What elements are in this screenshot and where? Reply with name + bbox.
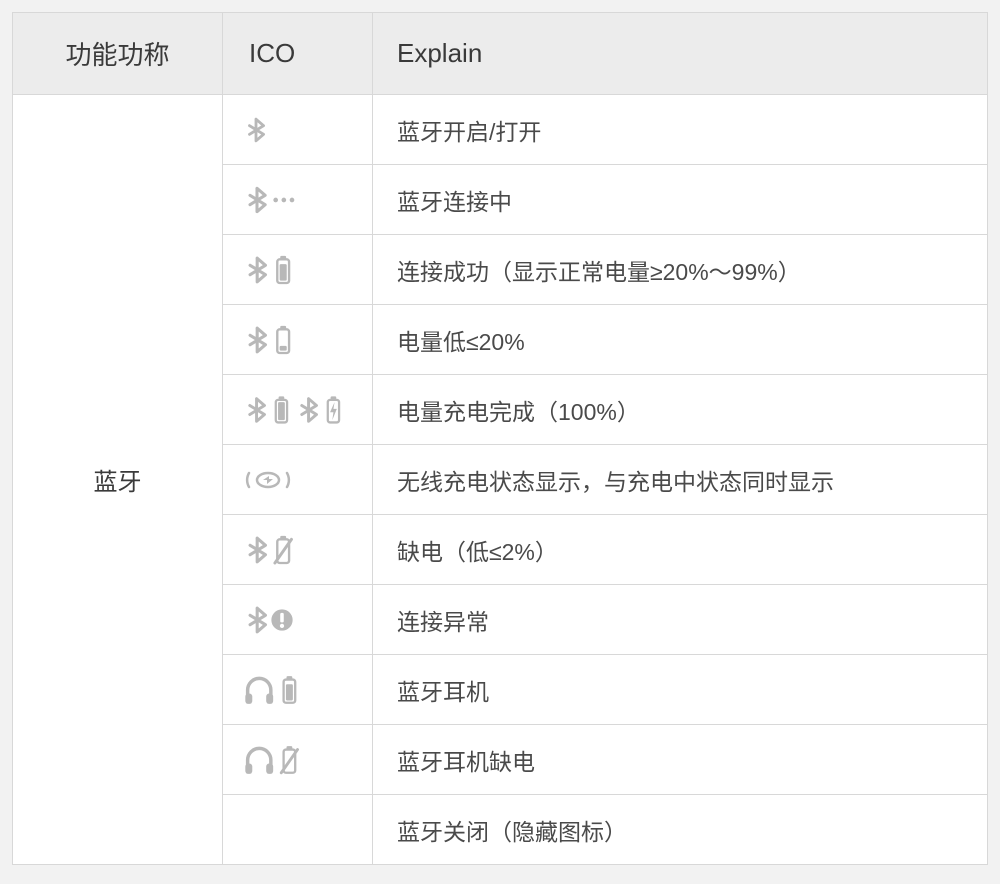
- explain-cell: 连接成功（显示正常电量≥20%～99%）: [373, 235, 988, 305]
- bluetooth-connecting-icon: [243, 183, 299, 217]
- explain-cell: 电量低≤20%: [373, 305, 988, 375]
- header-explain: Explain: [373, 13, 988, 95]
- bluetooth-battery-full-icon: [243, 252, 295, 288]
- header-ico: ICO: [223, 13, 373, 95]
- wireless-charging-icon: [243, 465, 293, 495]
- bluetooth-battery-low-icon: [243, 322, 295, 358]
- explain-cell: 电量充电完成（100%）: [373, 375, 988, 445]
- icon-cell: [223, 305, 373, 375]
- explain-cell: 无线充电状态显示，与充电中状态同时显示: [373, 445, 988, 515]
- icon-cell: [223, 725, 373, 795]
- explain-cell: 蓝牙耳机: [373, 655, 988, 725]
- headphones-battery-icon: [243, 672, 301, 708]
- bluetooth-battery-charged-icon: [243, 392, 347, 428]
- explain-cell: 蓝牙开启/打开: [373, 95, 988, 165]
- icon-cell: [223, 445, 373, 515]
- header-func: 功能功称: [13, 13, 223, 95]
- icon-cell: [223, 375, 373, 445]
- icon-cell: [223, 795, 373, 865]
- table-header-row: 功能功称 ICO Explain: [13, 13, 988, 95]
- bluetooth-battery-empty-icon: [243, 532, 295, 568]
- category-cell: 蓝牙: [13, 95, 223, 865]
- icon-legend-table: 功能功称 ICO Explain 蓝牙 蓝牙开启/打开: [12, 12, 988, 865]
- icon-cell: [223, 515, 373, 585]
- explain-cell: 缺电（低≤2%）: [373, 515, 988, 585]
- icon-cell: [223, 95, 373, 165]
- icon-cell: [223, 165, 373, 235]
- icon-cell: [223, 235, 373, 305]
- icon-cell: [223, 585, 373, 655]
- explain-cell: 蓝牙连接中: [373, 165, 988, 235]
- icon-cell: [223, 655, 373, 725]
- headphones-battery-empty-icon: [243, 742, 301, 778]
- bluetooth-error-icon: [243, 603, 295, 637]
- explain-cell: 蓝牙耳机缺电: [373, 725, 988, 795]
- explain-cell: 蓝牙关闭（隐藏图标）: [373, 795, 988, 865]
- bluetooth-icon: [243, 113, 269, 147]
- table-row: 蓝牙 蓝牙开启/打开: [13, 95, 988, 165]
- explain-cell: 连接异常: [373, 585, 988, 655]
